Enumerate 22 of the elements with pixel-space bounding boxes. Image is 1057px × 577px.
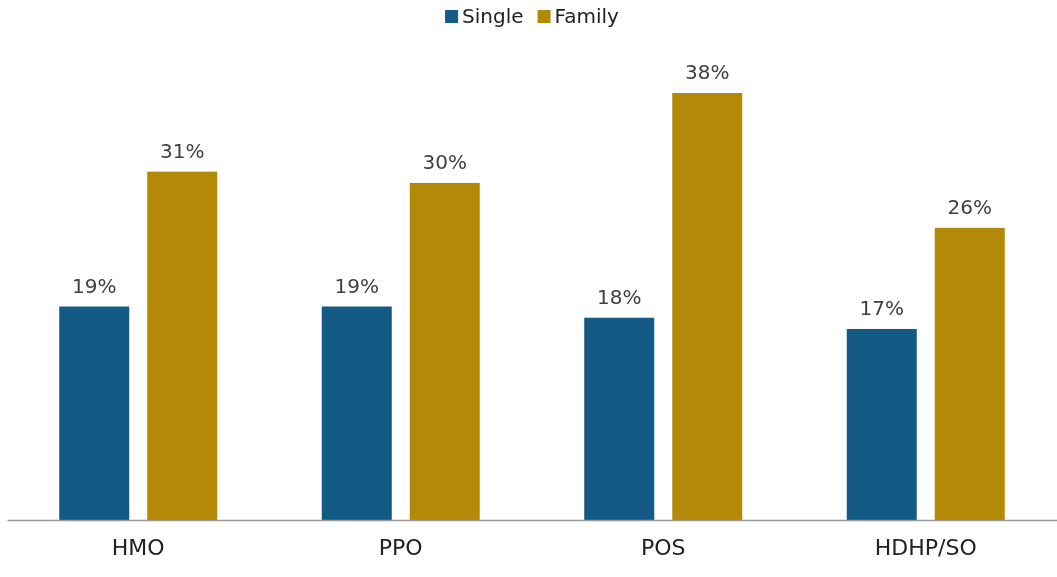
bar bbox=[672, 93, 743, 520]
x-tick-label: POS bbox=[640, 534, 686, 560]
bar bbox=[321, 306, 392, 520]
bar bbox=[59, 306, 130, 520]
bar bbox=[584, 317, 655, 520]
data-label: 26% bbox=[947, 194, 992, 219]
bar bbox=[147, 171, 218, 520]
bar bbox=[409, 182, 480, 520]
x-tick-label: HMO bbox=[111, 534, 165, 560]
data-label: 17% bbox=[859, 295, 904, 320]
bar bbox=[934, 227, 1005, 520]
legend-label: Family bbox=[554, 4, 620, 28]
legend-label: Single bbox=[462, 4, 524, 28]
x-tick-label: PPO bbox=[378, 534, 423, 560]
data-label: 38% bbox=[685, 60, 730, 84]
bar bbox=[846, 328, 917, 520]
data-label: 30% bbox=[422, 149, 467, 174]
x-tick-label: HDHP/SO bbox=[874, 534, 977, 560]
data-label: 18% bbox=[597, 284, 642, 309]
data-label: 19% bbox=[334, 273, 379, 298]
data-label: 19% bbox=[72, 273, 117, 298]
data-label: 31% bbox=[160, 138, 205, 163]
